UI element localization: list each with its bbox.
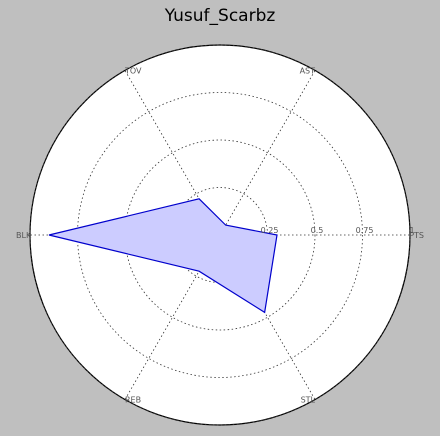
axis-label-tov: TOV: [124, 66, 142, 75]
axis-label-blk: BLK: [16, 231, 32, 240]
axis-label-stl: STL: [301, 396, 316, 405]
axis-labels: PTS AST TOV BLK REB STL: [16, 66, 424, 404]
grid-ring-2: [124, 139, 316, 331]
radial-tick-labels: 0.25 0.5 0.75 1: [261, 226, 415, 235]
axis-label-reb: REB: [125, 396, 141, 405]
axis-label-ast: AST: [300, 66, 316, 75]
axis-label-pts: PTS: [409, 231, 424, 240]
rtick-label-2: 0.5: [311, 226, 324, 235]
rtick-label-3: 0.75: [356, 226, 374, 235]
series-group: [48, 198, 278, 314]
chart-title: Yusuf_Scarbz: [164, 6, 276, 26]
grid-ring-4: [29, 44, 411, 426]
grid-ring-3: [77, 92, 363, 378]
rtick-label-4: 1: [409, 226, 414, 235]
rtick-label-1: 0.25: [261, 226, 279, 235]
